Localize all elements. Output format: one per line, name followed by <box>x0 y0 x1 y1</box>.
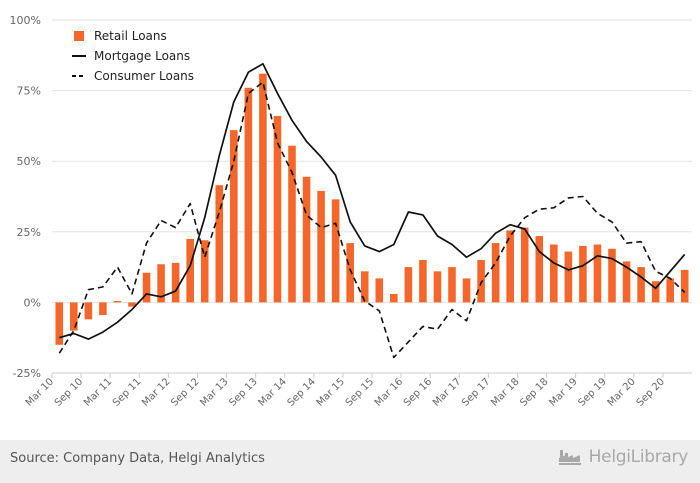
retail-loans-bar <box>680 269 689 303</box>
retail-loans-bar <box>404 267 413 303</box>
y-tick-label: 25% <box>17 226 41 239</box>
x-tick-label: Sep 19 <box>576 376 608 408</box>
x-tick-label: Sep 15 <box>344 376 376 408</box>
retail-loans-bar <box>491 243 500 303</box>
retail-loans-bar <box>244 87 253 303</box>
retail-loans-bar <box>651 281 660 303</box>
x-tick-label: Sep 16 <box>402 376 434 408</box>
retail-loans-bar <box>622 261 631 303</box>
legend-label: Consumer Loans <box>94 69 194 83</box>
y-tick-label: 75% <box>17 85 41 98</box>
retail-loans-bar <box>593 244 602 303</box>
retail-loans-bar <box>186 238 194 303</box>
retail-loans-bar <box>200 240 209 303</box>
retail-loans-bar <box>419 260 427 303</box>
brand-name: HelgiLibrary <box>588 447 689 467</box>
retail-loans-bar <box>346 243 354 303</box>
consumer-loans-line <box>58 81 686 359</box>
retail-loans-bar <box>331 199 340 303</box>
retail-loans-bar <box>55 302 64 345</box>
retail-loans-bar <box>448 267 456 303</box>
retail-loans-bar <box>99 302 107 316</box>
retail-loans-bar <box>462 278 471 303</box>
y-tick-label: 100% <box>10 14 41 27</box>
y-tick-label: 0% <box>24 296 41 309</box>
retail-loans-bar <box>579 245 587 303</box>
x-tick-label: Mar 11 <box>82 376 114 408</box>
source-note: Source: Company Data, Helgi Analytics <box>10 451 265 466</box>
x-tick-label: Mar 17 <box>431 376 463 408</box>
x-tick-label: Mar 14 <box>256 376 288 408</box>
x-tick-label: Sep 18 <box>518 376 550 408</box>
mortgage-loans-line <box>59 62 686 340</box>
footer <box>0 440 700 483</box>
retail-loans-bar <box>666 278 674 303</box>
x-tick-label: Sep 20 <box>635 376 667 408</box>
x-tick-label: Mar 19 <box>547 376 579 408</box>
x-tick-label: Sep 11 <box>111 376 143 408</box>
x-tick-label: Mar 13 <box>198 376 230 408</box>
retail-loans-bar <box>550 244 558 303</box>
x-tick-label: Sep 13 <box>227 376 259 408</box>
retail-loans-bar <box>157 264 165 303</box>
retail-loans-bar <box>637 267 645 303</box>
retail-loans-bar <box>171 262 180 303</box>
retail-loans-bar <box>520 227 529 303</box>
retail-loans-bar <box>113 300 122 303</box>
retail-loans-bar <box>535 236 544 303</box>
retail-loans-bar <box>564 251 573 303</box>
retail-loans-bar <box>215 185 224 303</box>
retail-loans-bar <box>360 271 369 303</box>
x-tick-label: Sep 10 <box>53 376 85 408</box>
brand-logo: HelgiLibrary <box>558 447 688 467</box>
retail-loans-bar <box>390 293 398 303</box>
legend-label: Retail Loans <box>94 29 167 43</box>
legend-label: Mortgage Loans <box>94 49 190 63</box>
retail-loans-bar <box>506 230 514 303</box>
x-tick-label: Sep 14 <box>286 376 318 408</box>
retail-loans-bar <box>433 271 442 303</box>
retail-loans-bar <box>477 260 485 303</box>
y-tick-label: -25% <box>13 367 41 380</box>
y-tick-label: 50% <box>17 155 41 168</box>
retail-loans-bar <box>70 302 78 331</box>
retail-loans-bar <box>230 130 238 303</box>
x-tick-label: Mar 15 <box>315 376 347 408</box>
x-tick-label: Mar 12 <box>140 376 172 408</box>
x-tick-label: Mar 10 <box>24 376 56 408</box>
legend: Retail Loans Mortgage Loans Consumer Loans <box>72 29 194 83</box>
x-tick-label: Sep 17 <box>460 376 492 408</box>
retail-loans-bar <box>128 302 136 307</box>
y-axis: -25% 0% 25% 50% 75% 100% <box>10 14 41 380</box>
line-series <box>58 62 686 359</box>
legend-swatch-retail-loans <box>74 31 84 41</box>
retail-loans-bar <box>288 145 296 303</box>
x-tick-label: Mar 20 <box>606 376 638 408</box>
retail-loans-bars <box>55 73 689 345</box>
retail-loans-bar <box>302 176 311 303</box>
x-tick-label: Sep 12 <box>169 376 201 408</box>
factory-icon <box>558 450 581 465</box>
retail-loans-bar <box>84 302 93 320</box>
retail-loans-bar <box>273 116 282 303</box>
x-tick-label: Mar 16 <box>373 376 405 408</box>
retail-loans-bar <box>375 278 384 303</box>
retail-loans-bar <box>142 272 151 303</box>
x-tick-label: Mar 18 <box>489 376 521 408</box>
retail-loans-bar <box>608 248 616 303</box>
retail-loans-bar <box>259 73 267 303</box>
retail-loans-bar <box>317 190 325 303</box>
